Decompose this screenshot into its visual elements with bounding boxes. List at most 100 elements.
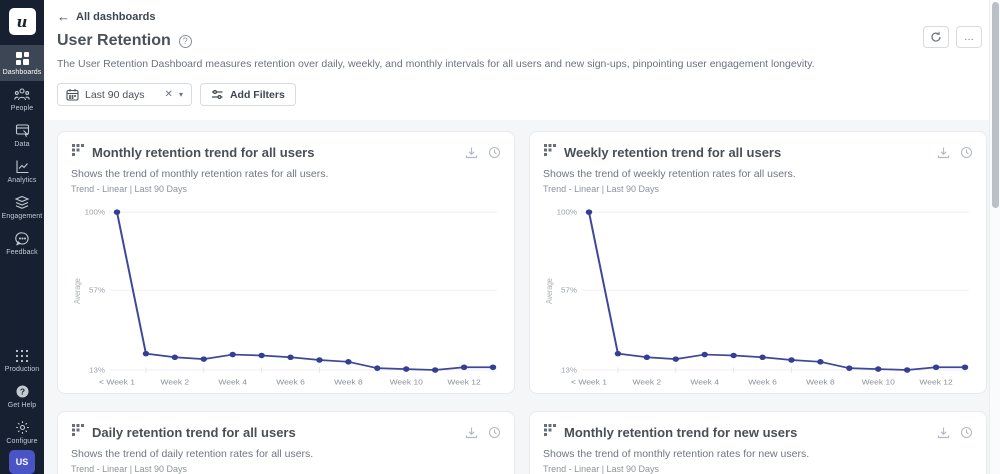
svg-text:Week 6: Week 6 <box>748 378 777 386</box>
svg-text:Week 4: Week 4 <box>218 378 247 386</box>
date-range-value: Last 90 days <box>85 88 145 101</box>
sidebar-item-get-help[interactable]: ? Get Help <box>0 378 44 414</box>
card-caption: Trend - Linear | Last 90 Days <box>71 184 188 194</box>
vertical-scrollbar[interactable] <box>989 0 1000 474</box>
svg-text:?: ? <box>19 386 24 396</box>
svg-text:Week 12: Week 12 <box>447 378 481 386</box>
card-monthly-retention-new-users: Monthly retention trend for new users Sh… <box>529 411 987 474</box>
date-range-picker[interactable]: Last 90 days ✕ ▾ <box>57 83 192 106</box>
sidebar-item-label: People <box>10 105 34 112</box>
dashboard-grid: Monthly retention trend for all users Sh… <box>44 120 1000 474</box>
svg-text:Week 6: Week 6 <box>276 378 305 386</box>
chevron-down-icon[interactable]: ▾ <box>178 90 183 99</box>
card-title: Daily retention trend for all users <box>92 425 296 440</box>
svg-text:Week 2: Week 2 <box>161 378 190 386</box>
svg-text:100%: 100% <box>557 208 578 216</box>
svg-text:100%: 100% <box>85 208 106 216</box>
sidebar-item-label: Data <box>14 141 30 148</box>
card-caption: Trend - Linear | Last 90 Days <box>71 464 188 474</box>
card-title: Monthly retention trend for new users <box>564 425 798 440</box>
back-arrow-icon: ← <box>57 9 70 24</box>
cohort-chart-icon <box>543 143 557 162</box>
app-logo[interactable]: u <box>8 8 36 35</box>
sidebar-item-label: Analytics <box>7 177 37 184</box>
clock-icon[interactable] <box>960 146 973 159</box>
svg-text:Week 10: Week 10 <box>862 378 896 386</box>
cohort-chart-icon <box>543 423 557 442</box>
sidebar-item-production[interactable]: Production <box>0 343 44 378</box>
header-actions: … <box>923 26 982 48</box>
svg-text:Week 8: Week 8 <box>334 378 363 386</box>
sidebar-item-data[interactable]: Data <box>0 117 44 153</box>
sidebar-item-feedback[interactable]: Feedback <box>0 225 44 261</box>
svg-text:Average: Average <box>73 278 83 304</box>
filter-sliders-icon <box>211 90 223 99</box>
sidebar-item-label: Production <box>4 366 40 373</box>
refresh-icon <box>931 31 941 42</box>
gear-icon <box>15 420 30 435</box>
clock-icon[interactable] <box>488 426 501 439</box>
sidebar: u Dashboards People Data Analytics Engag… <box>0 0 44 474</box>
svg-text:57%: 57% <box>89 286 105 294</box>
svg-text:Week 2: Week 2 <box>633 378 662 386</box>
scrollbar-thumb[interactable] <box>992 2 999 208</box>
back-label: All dashboards <box>76 10 156 23</box>
sidebar-item-people[interactable]: People <box>0 81 44 117</box>
calendar-icon <box>66 89 79 101</box>
card-caption: Trend - Linear | Last 90 Days <box>543 184 660 194</box>
svg-text:57%: 57% <box>561 286 577 294</box>
retention-line-chart[interactable]: 100% 57% 13% < Week 1 Week 2 Week 4 Week 6 Week… <box>543 200 973 396</box>
cohort-chart-icon <box>71 143 85 162</box>
download-icon[interactable] <box>937 146 950 159</box>
ellipsis-icon: … <box>964 31 974 43</box>
card-weekly-retention-all-users: Weekly retention trend for all users Sho… <box>529 131 987 394</box>
main-area: ← All dashboards User Retention ? The Us… <box>44 0 1000 474</box>
svg-text:Week 10: Week 10 <box>390 378 424 386</box>
download-icon[interactable] <box>465 146 478 159</box>
clock-icon[interactable] <box>488 146 501 159</box>
add-filters-button[interactable]: Add Filters <box>199 83 296 106</box>
back-link[interactable]: ← All dashboards <box>57 10 155 23</box>
more-options-button[interactable]: … <box>956 26 982 48</box>
sidebar-item-label: Dashboards <box>2 69 42 76</box>
filter-bar: Last 90 days ✕ ▾ Add Filters <box>44 70 1000 120</box>
card-subtitle: Shows the trend of monthly retention rat… <box>543 448 810 460</box>
avatar-initials: US <box>15 457 29 467</box>
people-icon <box>14 87 30 102</box>
refresh-button[interactable] <box>923 26 949 48</box>
download-icon[interactable] <box>937 426 950 439</box>
feedback-icon <box>14 231 30 246</box>
sidebar-item-dashboards[interactable]: Dashboards <box>0 45 44 81</box>
production-grid-icon <box>15 349 29 363</box>
sidebar-item-label: Get Help <box>7 402 37 409</box>
logo-letter: u <box>16 12 28 31</box>
sidebar-item-configure[interactable]: Configure <box>0 414 44 450</box>
title-help-icon[interactable]: ? <box>178 34 192 48</box>
svg-text:13%: 13% <box>89 366 105 374</box>
card-subtitle: Shows the trend of monthly retention rat… <box>71 168 329 180</box>
clock-icon[interactable] <box>960 426 973 439</box>
page-header: ← All dashboards User Retention ? The Us… <box>44 0 1000 70</box>
sidebar-item-label: Feedback <box>6 249 38 256</box>
card-title: Monthly retention trend for all users <box>92 145 315 160</box>
svg-text:< Week 1: < Week 1 <box>99 378 136 386</box>
card-title: Weekly retention trend for all users <box>564 145 782 160</box>
download-icon[interactable] <box>465 426 478 439</box>
cohort-chart-icon <box>71 423 85 442</box>
sidebar-item-analytics[interactable]: Analytics <box>0 153 44 189</box>
svg-text:Average: Average <box>545 278 555 304</box>
analytics-icon <box>15 159 30 174</box>
svg-text:Week 8: Week 8 <box>806 378 835 386</box>
clear-date-icon[interactable]: ✕ <box>164 89 173 100</box>
svg-text:Week 12: Week 12 <box>919 378 953 386</box>
dashboards-icon <box>15 51 30 66</box>
svg-text:< Week 1: < Week 1 <box>571 378 608 386</box>
retention-line-chart[interactable]: 100% 57% 13% < Week 1 Week 2 Week 4 Week 6 Week… <box>71 200 501 396</box>
card-caption: Trend - Linear | Last 90 Days <box>543 464 660 474</box>
page-title: User Retention <box>57 32 171 49</box>
data-icon <box>15 123 30 138</box>
sidebar-item-engagement[interactable]: Engagement <box>0 189 44 225</box>
page-description: The User Retention Dashboard measures re… <box>57 58 815 70</box>
user-avatar[interactable]: US <box>9 450 35 474</box>
sidebar-item-label: Engagement <box>1 213 43 220</box>
